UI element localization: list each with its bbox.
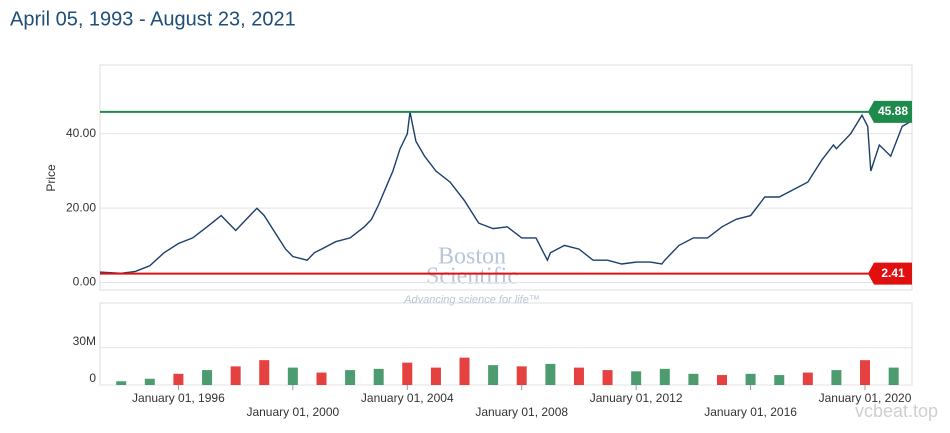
volume-panel: [99, 302, 913, 386]
volume-bar: [573, 367, 584, 385]
volume-bar: [202, 370, 213, 385]
volume-bar: [316, 372, 327, 385]
low-badge: [868, 262, 912, 285]
volume-bar: [802, 372, 813, 385]
volume-bar: [860, 360, 871, 385]
x-tick-label: January 01, 2008: [475, 405, 568, 419]
volume-bar: [144, 378, 155, 385]
x-tick-label: January 01, 2016: [704, 405, 797, 419]
x-tick-label: January 01, 2020: [819, 391, 912, 405]
watermark: Advancing science for life™: [403, 294, 540, 306]
corner-watermark: vcbeat.top: [855, 401, 938, 421]
volume-tick-label: 0: [89, 371, 96, 385]
watermark: Scientific: [426, 264, 518, 290]
volume-bar: [831, 370, 842, 385]
volume-bar: [774, 375, 785, 385]
volume-bar: [345, 370, 356, 385]
x-tick-label: January 01, 2004: [361, 391, 454, 405]
volume-bar: [545, 363, 556, 385]
volume-bar: [488, 365, 499, 385]
volume-bar: [259, 360, 270, 385]
x-tick-label: January 01, 2000: [246, 405, 339, 419]
chart-title: April 05, 1993 - August 23, 2021: [10, 8, 296, 30]
price-line: [99, 111, 913, 275]
volume-bar: [888, 367, 899, 385]
volume-bar: [116, 381, 127, 385]
volume-bar: [287, 367, 298, 385]
volume-bar: [516, 366, 527, 385]
volume-bar: [631, 371, 642, 385]
watermark: Boston: [438, 244, 506, 270]
volume-bar: [373, 368, 384, 385]
x-tick-label: January 01, 1996: [132, 391, 225, 405]
y-tick-label: 0.00: [73, 275, 97, 289]
y-tick-label: 20.00: [66, 200, 96, 214]
volume-bar: [602, 370, 613, 385]
volume-bar: [459, 357, 470, 385]
volume-bar: [173, 373, 184, 385]
y-axis-label: Price: [44, 164, 58, 192]
volume-bar: [745, 373, 756, 385]
high-label: 45.88: [878, 104, 908, 118]
volume-bar: [716, 375, 727, 385]
x-tick-label: January 01, 2012: [590, 391, 683, 405]
volume-bar: [659, 368, 670, 385]
price-panel: [99, 64, 913, 291]
volume-bar: [230, 366, 241, 385]
y-tick-label: 40.00: [66, 126, 96, 140]
volume-bar: [430, 367, 441, 385]
volume-tick-label: 30M: [73, 334, 96, 348]
high-badge: [868, 100, 912, 123]
volume-bar: [688, 373, 699, 385]
volume-bar: [402, 362, 413, 385]
low-label: 2.41: [881, 266, 905, 280]
